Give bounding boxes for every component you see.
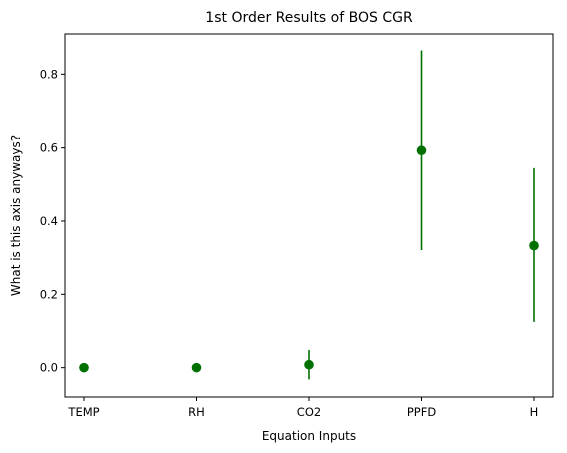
data-point	[416, 145, 427, 156]
data-point	[304, 359, 314, 370]
y-axis-label: What is this axis anyways?	[9, 135, 23, 296]
x-tick-label: RH	[188, 405, 205, 419]
y-tick-label: 0.4	[40, 214, 58, 228]
x-tick-label: H	[530, 405, 539, 419]
x-axis-label: Equation Inputs	[262, 429, 356, 443]
data-point	[529, 240, 539, 251]
y-tick-label: 0.6	[40, 141, 58, 155]
y-axis-ticks: 0.0 0.2 0.4 0.6 0.8	[40, 67, 65, 375]
y-tick-label: 0.8	[40, 67, 58, 81]
x-tick-label: CO2	[297, 405, 321, 419]
x-tick-label: TEMP	[67, 405, 99, 419]
data-point	[191, 362, 202, 373]
y-tick-label: 0.0	[40, 361, 58, 375]
x-axis-ticks: TEMP RH CO2 PPFD H	[67, 397, 538, 419]
plot-frame	[64, 33, 554, 398]
y-tick-label: 0.2	[40, 287, 58, 301]
plot-marks	[79, 50, 539, 380]
x-tick-label: PPFD	[407, 405, 436, 419]
data-point	[79, 362, 89, 373]
chart-title: 1st Order Results of BOS CGR	[205, 10, 413, 26]
